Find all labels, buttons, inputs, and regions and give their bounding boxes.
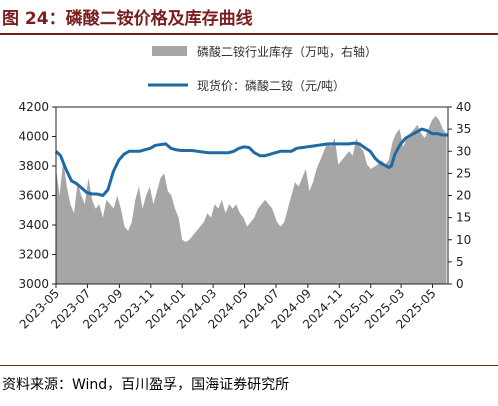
right-tick-label: 20 xyxy=(456,189,471,203)
left-tick-label: 3200 xyxy=(18,248,49,262)
source-divider xyxy=(0,365,498,366)
left-axis: 3000 3200 3400 3600 3800 4000 4200 xyxy=(18,100,56,291)
right-tick-label: 0 xyxy=(456,277,464,291)
bottom-axis: 2023-052023-072023-092023-112024-012024-… xyxy=(17,284,439,332)
series-inventory-area xyxy=(56,115,447,284)
title-divider xyxy=(0,33,498,35)
right-axis: 0 5 10 15 20 25 30 35 40 xyxy=(448,100,471,291)
series-price-line xyxy=(54,127,448,197)
right-tick-label: 5 xyxy=(456,255,464,269)
right-tick-label: 30 xyxy=(456,144,471,158)
chart: 磷酸二铵行业库存（万吨，右轴） 现货价：磷酸二铵（元/吨） 3000 3200 34… xyxy=(17,44,472,332)
right-tick-label: 15 xyxy=(456,211,471,225)
left-tick-label: 3600 xyxy=(18,189,49,203)
left-tick-label: 3400 xyxy=(18,218,49,232)
left-tick-label: 4000 xyxy=(18,130,49,144)
right-tick-label: 10 xyxy=(456,233,471,247)
figure-title: 图 24：磷酸二铵价格及库存曲线 xyxy=(2,9,253,29)
plot-area xyxy=(54,115,448,284)
figure-title-bar: 图 24：磷酸二铵价格及库存曲线 xyxy=(0,0,498,35)
right-tick-label: 40 xyxy=(456,100,471,114)
right-tick-label: 35 xyxy=(456,122,471,136)
chart-legend: 磷酸二铵行业库存（万吨，右轴） 现货价：磷酸二铵（元/吨） xyxy=(148,44,377,93)
legend-label-price: 现货价：磷酸二铵（元/吨） xyxy=(197,78,345,93)
figure-source: 资料来源：Wind，百川盈孚，国海证券研究所 xyxy=(2,377,290,393)
left-tick-label: 3800 xyxy=(18,159,49,173)
right-tick-label: 25 xyxy=(456,166,471,180)
left-tick-label: 3000 xyxy=(18,277,49,291)
legend-label-inventory: 磷酸二铵行业库存（万吨，右轴） xyxy=(197,44,377,59)
left-tick-label: 4200 xyxy=(18,100,49,114)
legend-swatch-inventory xyxy=(152,46,187,56)
